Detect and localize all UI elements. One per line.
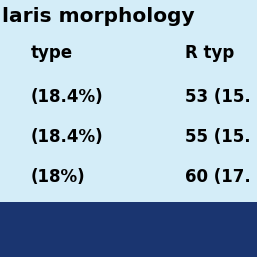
Text: laris morphology: laris morphology <box>2 7 195 26</box>
Text: 60 (17.: 60 (17. <box>185 168 251 186</box>
Text: (18.4%): (18.4%) <box>31 88 104 106</box>
Text: 55 (15.: 55 (15. <box>185 128 251 146</box>
Text: 53 (15.: 53 (15. <box>185 88 251 106</box>
Text: (18.4%): (18.4%) <box>31 128 104 146</box>
Bar <box>0 202 257 257</box>
Text: (18%): (18%) <box>31 168 86 186</box>
Text: type: type <box>31 44 73 62</box>
Text: R typ: R typ <box>185 44 234 62</box>
